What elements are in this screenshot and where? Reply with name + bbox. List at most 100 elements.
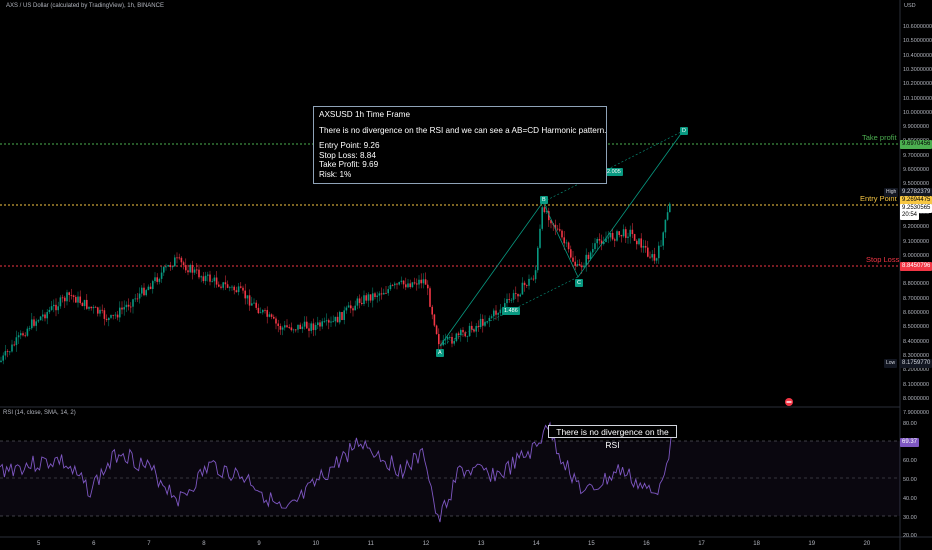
candle-body [226,284,229,288]
candle-body [88,306,90,309]
candle-body [457,333,460,336]
candle-body [264,309,266,311]
candle-body [209,274,211,282]
time-tick-label: 15 [588,541,595,547]
candle-body [72,295,75,297]
candle-body [4,351,7,356]
note-title: AXSUSD 1h Time Frame [319,110,410,119]
candle-body [64,297,66,302]
candle-body [136,298,139,300]
candle-body [660,245,662,247]
candle-body [620,234,623,237]
candle-body [493,310,495,317]
candle-body [189,264,191,273]
candle-body [275,318,277,324]
time-tick-label: 14 [532,541,540,547]
candle-body [574,261,576,266]
note-entry: Entry Point: 9.26 [319,141,380,151]
rsi-tick-label: 40.00 [903,495,917,502]
candle-body [464,332,466,337]
time-tick-label: 16 [643,541,650,547]
candle-body [488,317,491,322]
candle-body [614,239,616,241]
candle-body [618,231,620,235]
candle-body [647,247,649,257]
candle-body [572,257,574,262]
candle-body [400,280,403,283]
candle-body [374,293,376,297]
price-tick-label: 9.9000000 [903,124,929,131]
candle-body [475,325,477,332]
candle-body [380,293,383,295]
price-tick-label: 8.8000000 [903,281,929,288]
candle-body [341,312,343,320]
rsi-legend[interactable]: RSI (14, close, SMA, 14, 2) [3,410,76,416]
price-tick-label: 10.0000000 [903,109,932,116]
candle-body [537,247,539,271]
entry-price-tag: 9.2694475 [900,196,932,205]
analysis-note[interactable]: AXSUSD 1h Time Frame There is no diverge… [313,106,607,184]
candle-body [145,290,147,296]
candle-body [147,286,150,291]
rsi-annotation[interactable]: There is no divergence on the RSI [548,425,677,450]
time-tick-label: 10 [312,541,320,547]
candle-body [539,228,541,248]
currency-label: USD [904,3,916,9]
candle-body [578,264,581,266]
candle-body [158,278,161,282]
candle-body [77,296,79,303]
candle-body [473,329,475,332]
candle-body [526,285,528,286]
candle-body [218,284,220,287]
candle-body [563,237,565,244]
candle-body [587,254,590,260]
candle-body [413,282,416,284]
candle-body [50,306,53,310]
candle-body [297,324,299,330]
candle-body [154,277,156,282]
candle-body [319,322,321,327]
candle-body [387,289,389,294]
rsi-tick-label: 80.00 [903,421,917,427]
time-tick-label: 9 [257,541,261,547]
candle-body [81,302,84,307]
candle-body [510,299,513,301]
candle-body [633,234,636,241]
candle-body [605,238,607,243]
candle-body [490,316,493,318]
point-d-label: D [680,127,688,135]
candle-body [422,279,425,284]
candle-body [435,325,438,335]
candle-body [237,286,240,293]
candle-body [26,328,29,336]
candle-body [79,296,81,303]
candle-body [455,333,458,342]
price-tick-label: 8.0000000 [903,395,929,402]
candle-body [169,265,172,268]
price-tick-label: 10.1000000 [903,95,932,102]
candle-body [116,314,119,318]
candle-body [132,299,134,307]
candle-body [523,282,526,286]
candle-body [405,284,407,288]
candle-body [242,287,244,291]
candle-body [240,286,242,288]
candle-body [281,327,284,330]
candle-body [556,228,559,230]
candle-body [583,265,585,268]
candle-body [46,312,48,319]
candle-body [207,274,209,276]
candle-body [625,229,627,238]
candle-body [651,254,653,258]
candle-body [57,306,59,311]
candle-body [323,321,326,323]
candle-body [427,284,429,289]
symbol-title[interactable]: AXS / US Dollar (calculated by TradingVi… [6,3,164,9]
candle-body [180,257,183,263]
candle-body [299,324,301,330]
candle-body [231,286,233,288]
candle-body [607,237,609,239]
time-tick-label: 18 [753,541,760,547]
candle-body [554,224,557,229]
